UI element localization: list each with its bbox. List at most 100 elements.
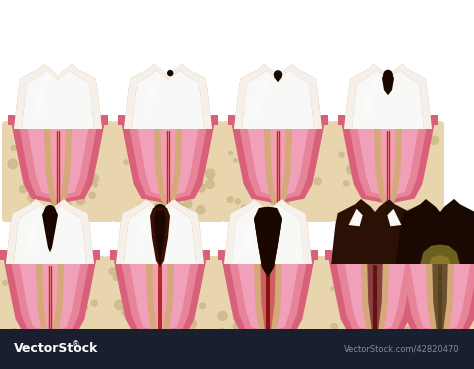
Polygon shape [14,115,102,197]
FancyBboxPatch shape [212,256,324,357]
Circle shape [218,311,227,321]
Circle shape [390,265,396,272]
Circle shape [237,137,244,143]
Circle shape [183,200,192,208]
Polygon shape [132,70,204,129]
Circle shape [45,206,55,216]
Polygon shape [124,206,196,264]
Circle shape [160,321,165,326]
Circle shape [339,152,344,157]
Circle shape [324,344,331,351]
Polygon shape [110,250,210,339]
Circle shape [200,303,205,308]
Circle shape [76,132,83,138]
Circle shape [384,70,392,78]
Circle shape [61,327,67,332]
Polygon shape [146,264,174,349]
Polygon shape [274,73,282,82]
Circle shape [410,301,416,307]
Circle shape [179,138,183,142]
Polygon shape [254,207,282,277]
Circle shape [299,158,302,161]
Circle shape [229,151,232,155]
FancyBboxPatch shape [319,256,431,357]
Polygon shape [352,70,424,129]
Polygon shape [22,70,94,129]
Circle shape [146,165,150,168]
Polygon shape [0,250,100,339]
Circle shape [36,330,43,337]
Circle shape [109,268,116,275]
Circle shape [61,211,65,215]
Circle shape [390,287,398,295]
Circle shape [407,297,411,302]
Polygon shape [42,208,58,252]
PathPatch shape [124,64,212,129]
Circle shape [358,127,365,134]
Circle shape [264,303,269,309]
Circle shape [172,340,179,347]
Polygon shape [136,211,152,250]
Circle shape [405,327,414,336]
Circle shape [234,159,237,162]
Circle shape [205,169,215,179]
Circle shape [20,341,29,350]
Circle shape [19,332,26,339]
Circle shape [331,324,337,330]
Polygon shape [387,209,401,226]
Circle shape [356,139,360,144]
FancyBboxPatch shape [384,256,474,357]
Circle shape [418,146,423,151]
Circle shape [235,199,240,204]
Circle shape [278,271,287,280]
Circle shape [124,294,133,303]
Polygon shape [390,250,474,339]
Circle shape [144,203,149,209]
Circle shape [56,281,64,288]
Polygon shape [42,264,58,342]
Polygon shape [344,64,432,129]
Circle shape [277,161,285,169]
Polygon shape [8,115,108,200]
Circle shape [163,305,166,308]
Circle shape [47,156,56,165]
PathPatch shape [224,199,312,264]
Circle shape [276,143,285,151]
Circle shape [403,313,410,320]
Circle shape [195,270,200,274]
Circle shape [220,328,224,332]
Polygon shape [14,206,86,264]
Circle shape [335,287,339,291]
Circle shape [190,177,198,185]
Circle shape [370,318,375,323]
Polygon shape [0,250,100,335]
Circle shape [383,299,390,306]
Circle shape [362,205,372,214]
PathPatch shape [234,64,322,129]
Polygon shape [150,78,186,129]
Polygon shape [254,76,270,115]
Polygon shape [426,264,454,349]
Circle shape [209,175,213,179]
Polygon shape [118,115,218,204]
Circle shape [393,153,403,163]
Circle shape [76,149,83,156]
Circle shape [460,322,469,331]
Polygon shape [142,213,178,264]
Circle shape [157,187,161,190]
FancyBboxPatch shape [104,256,216,357]
Polygon shape [234,64,322,129]
Circle shape [466,310,473,317]
Circle shape [151,188,157,194]
Circle shape [245,143,254,152]
Polygon shape [331,199,419,264]
Circle shape [69,345,75,351]
Polygon shape [254,264,282,349]
Circle shape [154,302,163,310]
Polygon shape [118,115,218,200]
Circle shape [50,180,56,187]
Polygon shape [218,250,318,335]
Polygon shape [116,199,204,264]
Circle shape [238,299,241,301]
Circle shape [31,265,36,270]
